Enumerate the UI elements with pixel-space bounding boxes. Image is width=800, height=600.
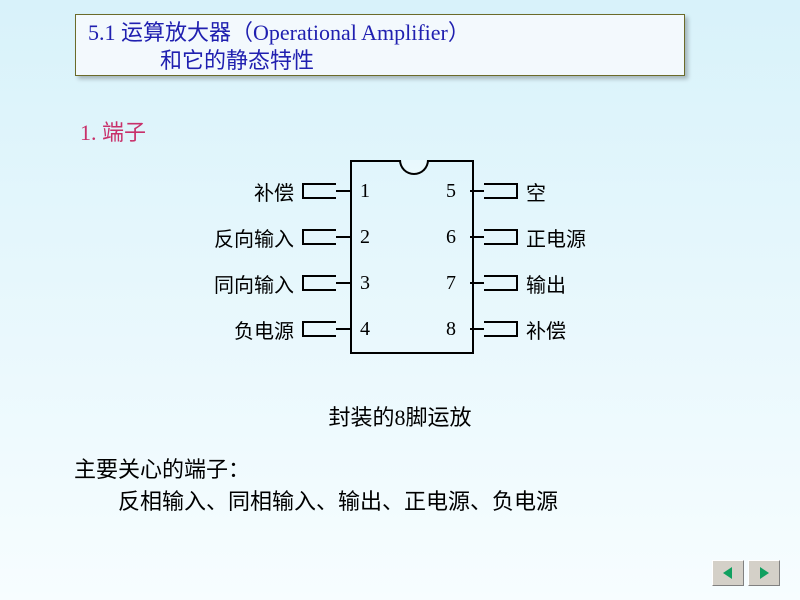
- title-line1: 5.1 运算放大器（Operational Amplifier）: [88, 19, 672, 47]
- pin-right-8: 补偿: [470, 316, 566, 342]
- pin-shape-icon: [470, 229, 518, 245]
- pin-left-3: 同向输入: [214, 270, 350, 296]
- pin-right-6: 正电源: [470, 224, 586, 250]
- pin-right-5: 空: [470, 178, 546, 204]
- pin-shape-icon: [302, 183, 350, 199]
- pin-number: 3: [360, 272, 370, 295]
- pin-label: 补偿: [526, 315, 566, 344]
- chip-caption: 封装的8脚运放: [0, 400, 800, 432]
- pin-label: 正电源: [526, 223, 586, 252]
- pin-shape-icon: [470, 183, 518, 199]
- pin-left-4: 负电源: [234, 316, 350, 342]
- pin-shape-icon: [302, 229, 350, 245]
- pin-label: 反向输入: [214, 223, 294, 252]
- pin-number: 4: [360, 318, 370, 341]
- section-label: 1. 端子: [80, 115, 146, 147]
- triangle-left-icon: [721, 566, 735, 580]
- pin-label: 空: [526, 177, 546, 206]
- pin-shape-icon: [302, 275, 350, 291]
- chip-notch: [399, 160, 429, 175]
- title-box: 5.1 运算放大器（Operational Amplifier） 和它的静态特性: [75, 14, 685, 76]
- pin-label: 补偿: [254, 177, 294, 206]
- pin-number: 6: [446, 226, 456, 249]
- pin-label: 输出: [526, 269, 566, 298]
- pin-shape-icon: [470, 275, 518, 291]
- pin-shape-icon: [470, 321, 518, 337]
- pin-number: 5: [446, 180, 456, 203]
- next-button[interactable]: [748, 560, 780, 586]
- pin-number: 1: [360, 180, 370, 203]
- pin-shape-icon: [302, 321, 350, 337]
- pin-number: 7: [446, 272, 456, 295]
- body-line2: 反相输入、同相输入、输出、正电源、负电源: [74, 486, 558, 518]
- pin-left-1: 补偿: [254, 178, 350, 204]
- triangle-right-icon: [757, 566, 771, 580]
- pin-label: 负电源: [234, 315, 294, 344]
- pin-number: 8: [446, 318, 456, 341]
- title-line2: 和它的静态特性: [88, 47, 672, 75]
- pin-label: 同向输入: [214, 269, 294, 298]
- pin-left-2: 反向输入: [214, 224, 350, 250]
- pin-right-7: 输出: [470, 270, 566, 296]
- pin-number: 2: [360, 226, 370, 249]
- nav-buttons: [712, 560, 780, 586]
- chip-diagram: 补偿 1 反向输入 2 同向输入 3 负电源 4 空 5 正电源 6 输出 7 补偿 8: [140, 150, 640, 380]
- body-text: 主要关心的端子： 反相输入、同相输入、输出、正电源、负电源: [74, 454, 558, 518]
- body-line1: 主要关心的端子：: [74, 454, 558, 486]
- prev-button[interactable]: [712, 560, 744, 586]
